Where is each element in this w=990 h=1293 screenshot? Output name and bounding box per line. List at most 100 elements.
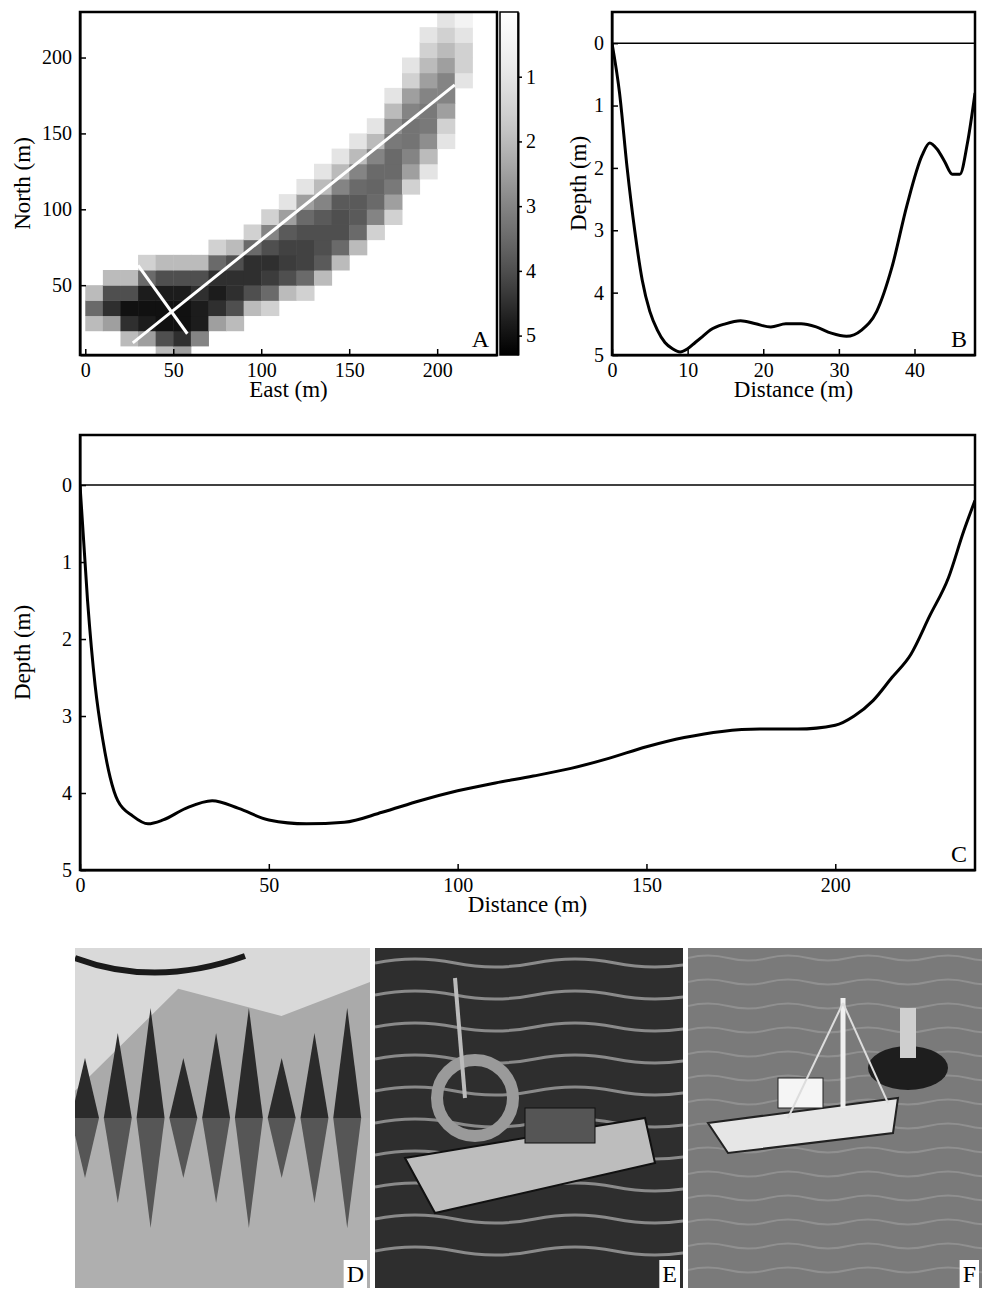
- tick-label: 2: [62, 628, 72, 650]
- depth-cell: [402, 179, 420, 195]
- depth-cell: [191, 331, 209, 347]
- y-axis-title: North (m): [10, 137, 35, 230]
- plot-frame: [80, 12, 497, 355]
- tick-label: 10: [678, 359, 698, 381]
- depth-cell: [332, 149, 350, 165]
- transect-line: [138, 265, 187, 333]
- ripple: [688, 1244, 982, 1249]
- depth-cell: [420, 149, 438, 165]
- panel-letter-group: B: [948, 325, 970, 353]
- panel-letter: F: [963, 1261, 976, 1287]
- depth-cell: [103, 316, 121, 332]
- wave: [375, 1247, 683, 1255]
- panel-0: 1234505010015020050100150200East (m)Nort…: [10, 12, 537, 402]
- depth-cell: [420, 118, 438, 134]
- depth-cell: [420, 164, 438, 180]
- panel-letter-background: [948, 325, 970, 353]
- depth-cell: [296, 209, 314, 225]
- water: [688, 948, 982, 1288]
- tick-label: 5: [526, 324, 536, 346]
- depth-cell: [349, 224, 367, 240]
- depth-cell: [279, 224, 297, 240]
- ripple: [688, 1028, 982, 1033]
- panel-letter-background: [948, 840, 970, 868]
- axis-line: [518, 13, 520, 356]
- tick: 3: [594, 219, 618, 241]
- depth-profile: [612, 43, 975, 352]
- boat-mast: [455, 978, 465, 1098]
- tick-label: 2: [526, 130, 536, 152]
- depth-cell: [314, 209, 332, 225]
- y-axis: 012345: [594, 13, 618, 366]
- tick-label: 50: [259, 874, 279, 896]
- depth-cell: [367, 164, 385, 180]
- depth-cell: [208, 270, 226, 286]
- tick-label: 5: [594, 344, 604, 366]
- depth-cell: [279, 255, 297, 271]
- panel-letter-background: [659, 1260, 680, 1288]
- depth-cell: [314, 255, 332, 271]
- depth-cell: [261, 240, 279, 256]
- depth-cell: [85, 316, 103, 332]
- tick: 0: [594, 32, 618, 54]
- depth-cell: [420, 73, 438, 89]
- depth-cell: [455, 73, 473, 89]
- photo-panel: F: [688, 948, 990, 1288]
- figure: 1234505010015020050100150200East (m)Nort…: [0, 0, 990, 1293]
- depth-cell: [296, 255, 314, 271]
- panel-1: 010203040012345Distance (m)Depth (m)B: [566, 12, 976, 402]
- plot-background: [612, 12, 975, 355]
- tick-label: 0: [594, 32, 604, 54]
- depth-cell: [384, 103, 402, 119]
- depth-cell: [138, 316, 156, 332]
- depth-cell: [191, 300, 209, 316]
- tree: [235, 1008, 263, 1118]
- depth-cell: [261, 209, 279, 225]
- depth-cell: [173, 331, 191, 347]
- depth-cell: [367, 179, 385, 195]
- depth-cell: [226, 300, 244, 316]
- boat-mast: [841, 998, 846, 1108]
- ripple: [688, 1172, 982, 1177]
- depth-cell: [420, 27, 438, 43]
- tick-label: 50: [52, 274, 72, 296]
- mountain: [75, 982, 370, 1118]
- depth-cell: [120, 270, 138, 286]
- depth-cell: [156, 270, 174, 286]
- photo-illustration: [688, 948, 982, 1288]
- tick-label: 4: [62, 782, 72, 804]
- transect-line: [133, 85, 455, 343]
- panel-2: 050100150200012345Distance (m)Depth (m)C: [10, 435, 976, 917]
- tick: 3: [62, 705, 86, 727]
- tick-label: 5: [62, 859, 72, 881]
- depth-cell: [261, 270, 279, 286]
- tick: 0: [62, 474, 86, 496]
- ripple: [688, 1220, 982, 1225]
- depth-cell: [208, 285, 226, 301]
- depth-cell: [455, 58, 473, 74]
- depth-cell: [208, 300, 226, 316]
- depth-cell: [296, 179, 314, 195]
- depth-cell: [156, 331, 174, 347]
- depth-cell: [455, 12, 473, 28]
- tick-label: 0: [62, 474, 72, 496]
- depth-cell: [156, 255, 174, 271]
- depth-cell: [332, 209, 350, 225]
- depth-cell: [384, 179, 402, 195]
- tick: 2: [594, 157, 618, 179]
- depth-cell: [296, 224, 314, 240]
- x-axis-title: East (m): [249, 377, 328, 402]
- marks: [612, 43, 975, 352]
- depth-cell: [402, 149, 420, 165]
- marks: [85, 12, 473, 355]
- depth-cell: [314, 240, 332, 256]
- tick-label: 0: [608, 359, 618, 381]
- depth-cell: [367, 194, 385, 210]
- tree: [137, 1008, 165, 1118]
- depth-cell: [437, 118, 455, 134]
- depth-cell: [103, 300, 121, 316]
- panel-letter: E: [662, 1261, 677, 1287]
- ripple: [688, 1100, 982, 1105]
- panel-letter: B: [951, 326, 967, 352]
- panel-letter-background: [960, 1260, 979, 1288]
